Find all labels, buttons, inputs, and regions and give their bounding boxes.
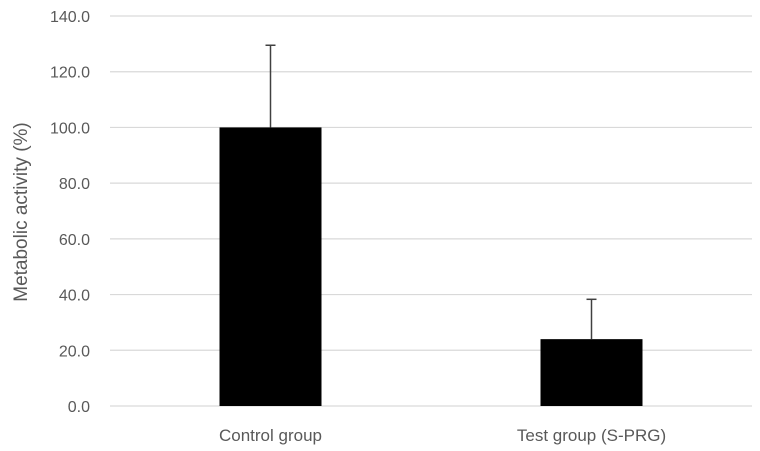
x-category-label: Control group <box>219 426 322 445</box>
y-axis-title: Metabolic activity (%) <box>11 122 32 302</box>
y-tick-label: 60.0 <box>59 232 90 249</box>
error-bars <box>265 44 597 340</box>
bar <box>540 339 643 406</box>
y-tick-label: 40.0 <box>59 288 90 305</box>
y-tick-label: 100.0 <box>50 120 90 137</box>
y-tick-label: 120.0 <box>50 65 90 82</box>
y-tick-label: 0.0 <box>68 399 90 416</box>
gridlines <box>110 15 752 407</box>
y-tick-label: 20.0 <box>59 343 90 360</box>
y-axis-tick-labels: 0.0 20.0 40.0 60.0 80.0 100.0 120.0 140.0 <box>50 9 90 416</box>
y-tick-label: 80.0 <box>59 176 90 193</box>
bars <box>219 127 643 406</box>
x-category-label: Test group (S-PRG) <box>517 426 666 445</box>
y-tick-label: 140.0 <box>50 9 90 26</box>
bar <box>219 127 322 406</box>
x-axis-category-labels: Control group Test group (S-PRG) <box>219 426 666 445</box>
